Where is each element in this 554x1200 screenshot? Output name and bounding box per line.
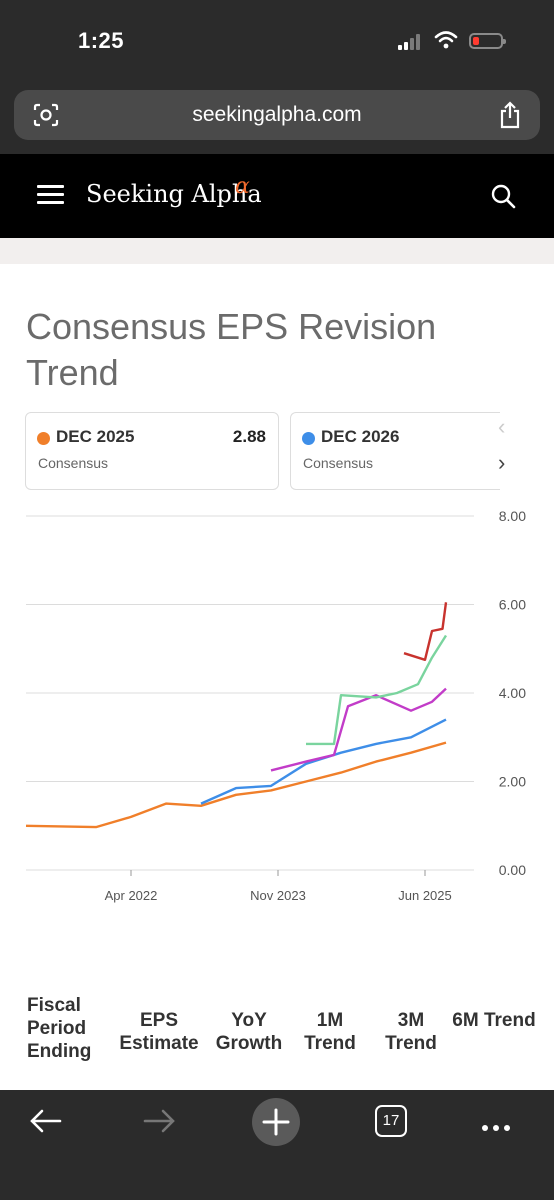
card-sub: Consensus [303,455,374,471]
site-logo-mark: α [235,174,250,199]
x-tick-label: Apr 2022 [105,888,158,903]
col-6m-trend[interactable]: 6M Trend [452,1010,536,1031]
browser-toolbar: 17 [0,1090,554,1200]
header-divider [0,238,554,264]
status-bar: 1:25 [0,0,554,84]
table-header: Fiscal Period Ending EPS Estimate YoY Gr… [0,994,554,1074]
card-period: DEC 2026 [321,427,400,446]
eps-chart: 8.00 6.00 4.00 2.00 0.00 Apr 2022 Nov 2023 Jun … [25,508,526,903]
x-tick-label: Nov 2023 [250,888,306,903]
period-card[interactable]: DEC 2026 Consensus [290,412,500,490]
share-icon[interactable] [498,101,522,129]
col-eps-estimate[interactable]: EPS Estimate [119,1010,199,1054]
new-tab-button[interactable] [252,1098,300,1146]
y-tick-label: 0.00 [499,862,526,878]
section-title: Consensus EPS Revision Trend [26,306,437,393]
series-dot [37,432,50,445]
series-line-2 [270,687,447,772]
tab-switcher-button[interactable]: 17 [375,1105,407,1137]
col-3m-trend[interactable]: 3M Trend [385,1010,437,1054]
battery-icon [469,33,506,49]
chevron-left-icon[interactable]: ‹ [498,414,506,439]
y-tick-label: 6.00 [499,597,526,613]
url-text[interactable]: seekingalpha.com [192,103,362,126]
forward-icon[interactable] [143,1108,177,1134]
series-line-1 [200,718,447,805]
col-1m-trend[interactable]: 1M Trend [304,1010,356,1054]
series-line-4 [403,602,448,661]
x-tick-label: Jun 2025 [398,888,452,903]
card-period: DEC 2025 [56,427,135,446]
main-content: Consensus EPS Revision Trend DEC 2025 2.… [0,264,554,1090]
search-icon[interactable] [490,183,518,211]
col-yoy-growth[interactable]: YoY Growth [215,1010,283,1054]
y-tick-label: 2.00 [499,774,526,790]
period-card[interactable]: DEC 2025 2.88 Consensus [25,412,279,490]
plus-icon [262,1108,290,1136]
more-icon[interactable] [482,1118,515,1136]
col-fiscal-period[interactable]: Fiscal Period Ending [27,995,92,1062]
chevron-right-icon[interactable]: › [498,450,506,475]
address-bar[interactable]: seekingalpha.com [14,90,540,140]
card-value: 2.88 [232,427,266,446]
wifi-icon [434,31,458,49]
y-tick-label: 8.00 [499,508,526,524]
series-line-3 [306,634,448,746]
back-icon[interactable] [28,1108,62,1134]
card-sub: Consensus [38,455,109,471]
lens-icon[interactable] [32,102,60,128]
series-dot [302,432,315,445]
y-tick-label: 4.00 [499,685,526,701]
site-header: Seeking Alpha α [0,154,554,238]
signal-icon [398,34,424,50]
status-time: 1:25 [78,28,125,53]
site-logo[interactable]: Seeking Alpha [86,180,262,208]
series-line-0 [25,741,447,829]
hamburger-menu-icon[interactable] [37,185,64,205]
